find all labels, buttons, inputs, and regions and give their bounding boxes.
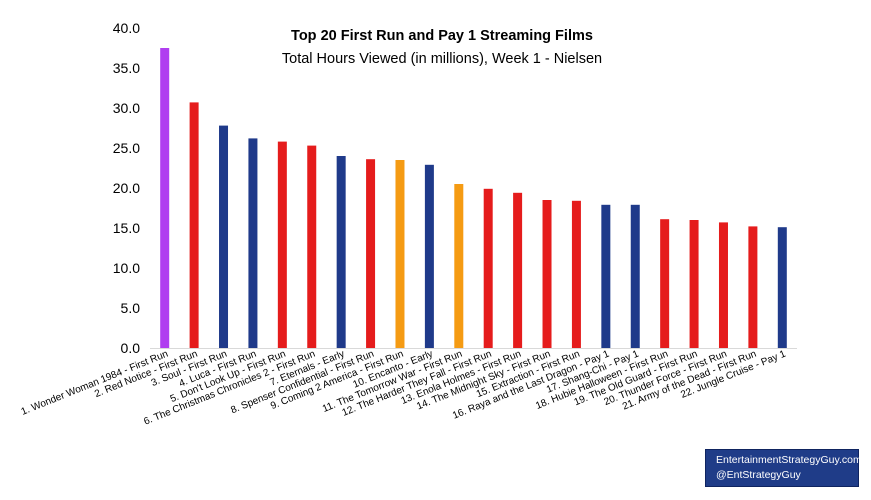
bar — [483, 188, 493, 348]
y-tick-label: 20.0 — [113, 180, 140, 196]
credit-handle: @EntStrategyGuy — [716, 469, 801, 481]
bar — [660, 219, 670, 348]
bar — [307, 145, 317, 348]
bar — [454, 184, 464, 348]
y-tick-label: 5.0 — [121, 300, 141, 316]
y-tick-label: 35.0 — [113, 60, 140, 76]
bar — [689, 220, 699, 348]
bar — [718, 222, 728, 348]
bar — [160, 48, 170, 348]
credit-website: EntertainmentStrategyGuy.com — [716, 454, 862, 466]
y-tick-label: 40.0 — [113, 20, 140, 36]
y-tick-label: 15.0 — [113, 220, 140, 236]
bar — [748, 226, 758, 348]
bar — [336, 156, 346, 348]
bar — [542, 200, 552, 348]
bar — [248, 138, 258, 348]
y-axis-ticks: 0.0 5.0 10.0 15.0 20.0 25.0 30.0 35.0 40.0 — [113, 20, 140, 356]
bar — [601, 204, 611, 348]
bar — [219, 125, 229, 348]
x-tick-label: 1. Wonder Woman 1984 - First Run — [20, 349, 170, 418]
bar — [395, 160, 405, 348]
y-tick-label: 25.0 — [113, 140, 140, 156]
bar — [277, 141, 287, 348]
credit-box: EntertainmentStrategyGuy.com @EntStrateg… — [705, 449, 862, 487]
chart-title: Top 20 First Run and Pay 1 Streaming Fil… — [291, 28, 593, 44]
bar — [571, 200, 581, 348]
bar — [513, 192, 523, 348]
y-tick-label: 10.0 — [113, 260, 140, 276]
bar — [189, 102, 199, 349]
bar — [630, 204, 640, 348]
bar — [777, 227, 787, 348]
y-tick-label: 0.0 — [121, 340, 141, 356]
bar — [366, 159, 376, 348]
chart-subtitle: Total Hours Viewed (in millions), Week 1… — [282, 51, 602, 67]
bar — [424, 164, 434, 348]
y-tick-label: 30.0 — [113, 100, 140, 116]
bars — [160, 48, 787, 349]
